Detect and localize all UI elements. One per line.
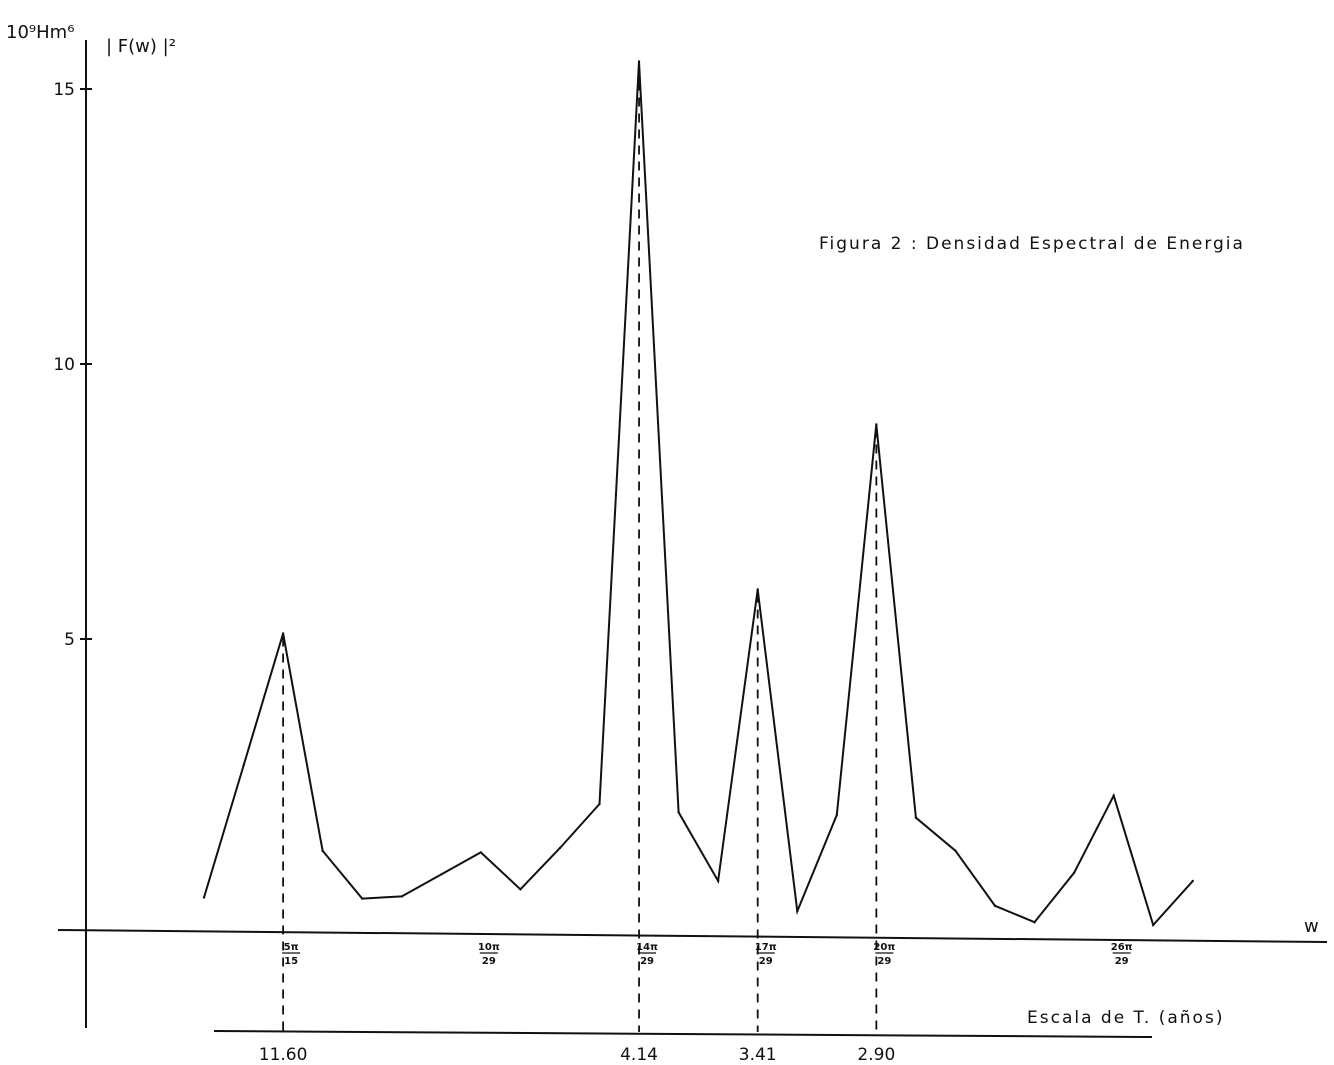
data-point: [1033, 921, 1036, 924]
x-axis-label: w: [1304, 916, 1319, 937]
data-point: [835, 813, 838, 817]
x-fraction-labels: 5π 15 10π 29 14π 29 17π 29 20π 29 26π 29: [282, 942, 1133, 967]
period-scale-label: Escala de T. (años): [1027, 1008, 1224, 1028]
spectral-density-line: [203, 61, 1194, 927]
data-point: [1072, 871, 1076, 874]
data-point: [321, 849, 324, 852]
x-fraction-numerator: 14π: [636, 942, 658, 953]
data-point: [558, 846, 562, 850]
data-point: [1152, 923, 1155, 927]
data-point: [637, 60, 641, 63]
data-point: [519, 888, 522, 891]
x-fraction-denominator: 29: [877, 956, 891, 967]
y-axis-unit: 10⁹Hm⁶: [6, 22, 74, 43]
chart-title: Figura 2 : Densidad Espectral de Energia: [819, 234, 1245, 254]
y-tick-label: 10: [53, 355, 75, 375]
x-fraction-numerator: 20π: [873, 942, 895, 953]
y-tick-label: 15: [53, 80, 75, 100]
series: [202, 60, 1194, 927]
data-point: [716, 879, 720, 883]
y-tick-label: 5: [64, 630, 75, 650]
data-point: [440, 873, 443, 876]
data-point: [796, 910, 799, 913]
data-point: [875, 423, 878, 426]
y-ticks: 5 10 15: [53, 80, 92, 650]
data-point: [400, 895, 403, 898]
x-fraction-denominator: 29: [640, 956, 654, 967]
data-point: [1112, 794, 1115, 797]
period-scale-axis: [213, 1030, 1153, 1038]
x-fraction-denominator: 29: [482, 956, 496, 967]
data-point: [202, 896, 206, 899]
data-point: [242, 764, 245, 767]
x-fraction-numerator: 26π: [1111, 942, 1133, 953]
period-label: 3.41: [739, 1045, 777, 1065]
period-label: 2.90: [857, 1045, 895, 1065]
data-point: [361, 897, 364, 900]
data-point: [954, 849, 957, 852]
data-point: [281, 632, 285, 635]
data-point: [677, 811, 680, 814]
data-point: [479, 851, 483, 854]
x-fraction-denominator: 15: [284, 956, 298, 967]
data-point: [756, 588, 759, 591]
data-point: [598, 802, 601, 806]
x-fraction-numerator: 5π: [284, 942, 299, 953]
x-fraction-numerator: 10π: [478, 942, 500, 953]
peak-marker-lines: [282, 65, 878, 1032]
x-fraction-denominator: 29: [759, 956, 773, 967]
period-labels: 11.60 4.14 3.41 2.90: [259, 1045, 896, 1065]
data-point: [914, 816, 918, 819]
x-axis: [57, 929, 1328, 943]
data-point: [993, 904, 997, 907]
data-point: [1191, 879, 1194, 883]
x-fraction-numerator: 17π: [755, 942, 777, 953]
x-fraction-denominator: 29: [1115, 956, 1129, 967]
period-label: 4.14: [620, 1045, 658, 1065]
y-axis-label: | F(w) |²: [106, 36, 176, 57]
period-label: 11.60: [259, 1045, 308, 1065]
